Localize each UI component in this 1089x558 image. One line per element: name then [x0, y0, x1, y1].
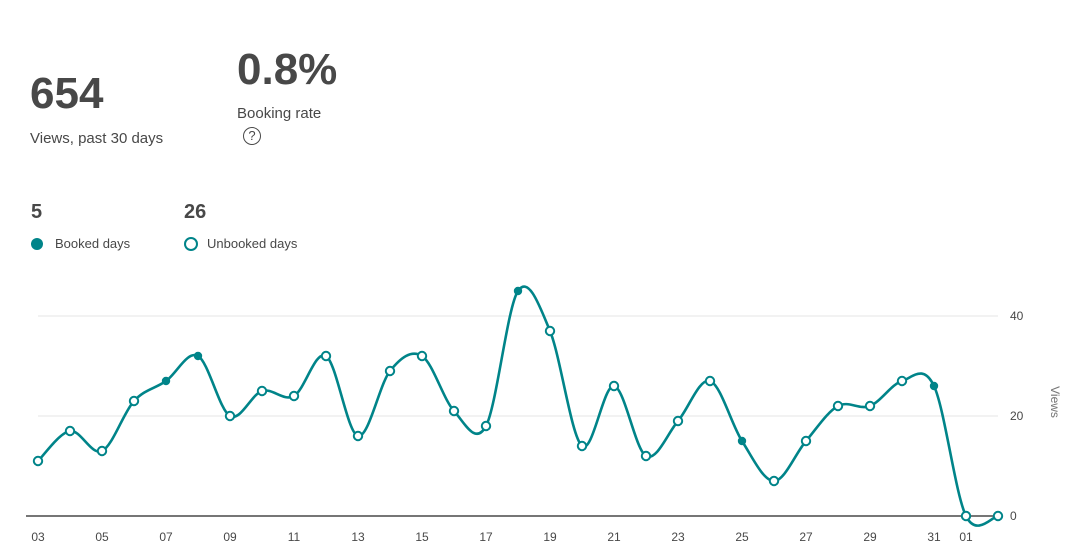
- x-tick-label: 31: [927, 530, 941, 544]
- unbooked-day-point[interactable]: [896, 375, 908, 387]
- booked-day-point[interactable]: [161, 376, 171, 386]
- y-axis-label: Views: [1048, 386, 1062, 418]
- unbooked-day-point[interactable]: [96, 445, 108, 457]
- unbooked-day-point[interactable]: [768, 475, 780, 487]
- booking-rate-stat: 0.8% Booking rate ?: [237, 48, 337, 145]
- unbooked-days-count: 26: [184, 201, 207, 223]
- unbooked-day-point[interactable]: [224, 410, 236, 422]
- legend-unbooked: Unbooked days: [184, 236, 297, 251]
- unbooked-day-point[interactable]: [800, 435, 812, 447]
- x-tick-label: 27: [799, 530, 813, 544]
- unbooked-day-point[interactable]: [864, 400, 876, 412]
- unbooked-day-point[interactable]: [480, 420, 492, 432]
- unbooked-day-point[interactable]: [992, 510, 1004, 522]
- unbooked-day-point[interactable]: [320, 350, 332, 362]
- unbooked-day-point[interactable]: [960, 510, 972, 522]
- booked-day-point[interactable]: [513, 286, 523, 296]
- x-tick-label: 05: [95, 530, 109, 544]
- booking-rate-label: Booking rate: [237, 105, 322, 122]
- grid-lines: [26, 315, 998, 517]
- booked-days-label: Booked days: [55, 236, 131, 251]
- booked-day-point[interactable]: [737, 436, 747, 446]
- unbooked-day-point[interactable]: [128, 395, 140, 407]
- open-dot-icon: [184, 236, 198, 251]
- x-tick-label: 29: [863, 530, 877, 544]
- unbooked-day-point[interactable]: [640, 450, 652, 462]
- unbooked-day-point[interactable]: [672, 415, 684, 427]
- x-tick-label: 15: [415, 530, 429, 544]
- unbooked-day-point[interactable]: [704, 375, 716, 387]
- x-tick-label: 11: [288, 530, 301, 544]
- unbooked-day-point[interactable]: [576, 440, 588, 452]
- unbooked-day-point[interactable]: [352, 430, 364, 442]
- unbooked-day-point[interactable]: [544, 325, 556, 337]
- x-tick-label: 03: [31, 530, 45, 544]
- filled-dot-icon: [31, 237, 43, 250]
- booking-rate-value: 0.8%: [237, 45, 338, 94]
- x-tick-label: 21: [607, 530, 621, 544]
- x-axis-ticks: 03 05 07 09 11 13 15 17 19 21 23 25 27 29 31 01: [31, 530, 973, 544]
- y-axis-ticks: 0 20 40: [1010, 309, 1024, 523]
- x-tick-label: 13: [351, 530, 365, 544]
- x-tick-label: 07: [159, 530, 173, 544]
- unbooked-day-point[interactable]: [416, 350, 428, 362]
- x-tick-label: 17: [479, 530, 493, 544]
- views-value: 654: [30, 69, 104, 118]
- unbooked-day-point[interactable]: [32, 455, 44, 467]
- unbooked-day-point[interactable]: [288, 390, 300, 402]
- views-stat: 654 Views, past 30 days: [30, 69, 164, 148]
- unbooked-day-point[interactable]: [256, 385, 268, 397]
- unbooked-day-point[interactable]: [832, 400, 844, 412]
- y-tick-label: 20: [1010, 409, 1024, 423]
- x-tick-label: 09: [223, 530, 237, 544]
- x-tick-label: 19: [543, 530, 557, 544]
- unbooked-day-point[interactable]: [384, 365, 396, 377]
- x-tick-label: 23: [671, 530, 685, 544]
- unbooked-day-point[interactable]: [608, 380, 620, 392]
- booked-day-point[interactable]: [193, 351, 203, 361]
- legend-booked: Booked days: [31, 236, 130, 251]
- y-tick-label: 0: [1010, 509, 1017, 523]
- booked-days-count: 5: [31, 201, 43, 223]
- unbooked-day-point[interactable]: [64, 425, 76, 437]
- x-tick-label: 01: [959, 530, 973, 544]
- question-mark-icon[interactable]: ?: [243, 127, 261, 145]
- x-tick-label: 25: [735, 530, 749, 544]
- views-series-line: [36, 285, 1000, 527]
- booked-days-stat: 5 Booked days: [31, 202, 130, 251]
- views-label: Views, past 30 days: [30, 130, 164, 147]
- booked-day-point[interactable]: [929, 381, 939, 391]
- y-tick-label: 40: [1010, 309, 1024, 323]
- unbooked-days-stat: 26 Unbooked days: [184, 202, 297, 251]
- data-points: [32, 286, 1004, 522]
- unbooked-days-label: Unbooked days: [207, 236, 298, 251]
- unbooked-day-point[interactable]: [448, 405, 460, 417]
